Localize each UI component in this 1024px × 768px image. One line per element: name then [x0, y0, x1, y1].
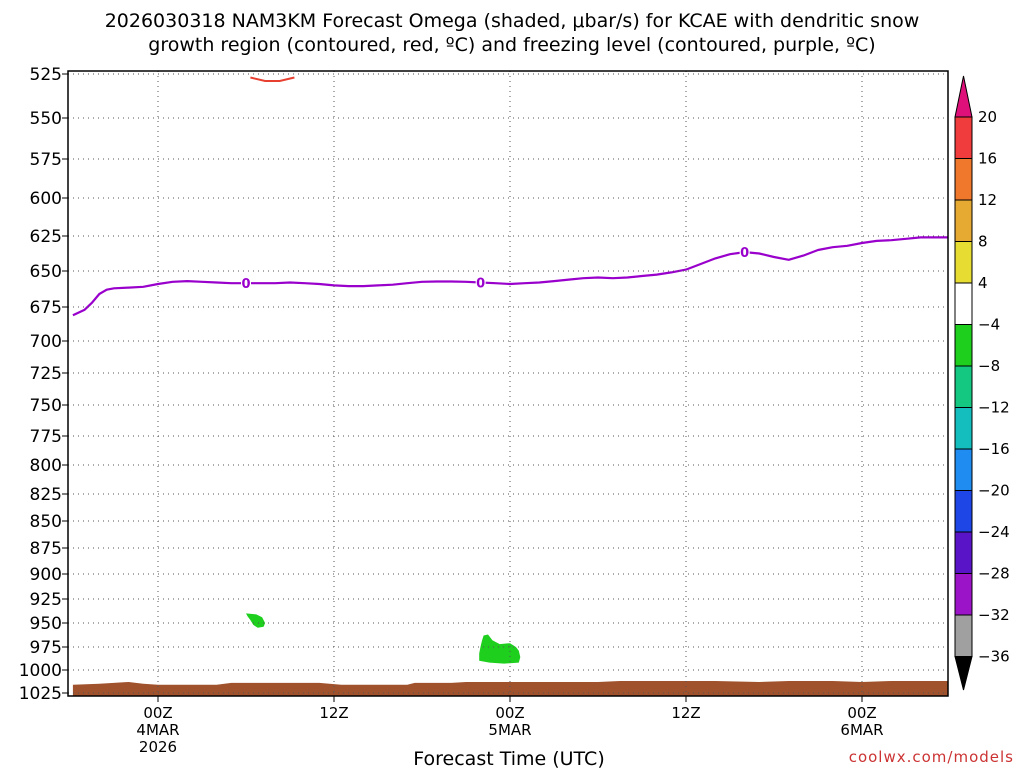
- y-tick-label-775: 775: [30, 427, 62, 447]
- y-axis-ticks: 525 550 575 600 625 650 675 700 725 750 775 800 825 8…: [19, 65, 68, 704]
- credit-text: coolwx.com/models: [849, 748, 1014, 766]
- colorbar-bin-13: [954, 614, 973, 657]
- colorbar-bin-2: [954, 158, 973, 201]
- colorbar-label-7: −8: [978, 357, 1000, 375]
- colorbar-label-1: 20: [978, 108, 997, 126]
- colorbar-label-14: −36: [978, 648, 1010, 666]
- grid-lines: [68, 71, 948, 696]
- x-tick-label-48-1: 00Z: [847, 704, 876, 722]
- colorbar-label-13: −32: [978, 606, 1010, 624]
- colorbar-bin-7: [954, 365, 973, 408]
- y-tick-label-525: 525: [30, 65, 62, 85]
- freezing-level-label-1: 0: [241, 277, 250, 292]
- y-tick-label-800: 800: [30, 456, 62, 476]
- x-tick-label-24-2: 5MAR: [488, 721, 531, 739]
- y-tick-label-600: 600: [30, 189, 62, 209]
- y-tick-label-825: 825: [30, 485, 62, 505]
- colorbar-label-10: −20: [978, 482, 1010, 500]
- colorbar-label-8: −12: [978, 399, 1010, 417]
- x-tick-label-0-1: 00Z: [143, 704, 172, 722]
- colorbar-bin-4: [954, 241, 973, 284]
- colorbar-label-2: 16: [978, 150, 997, 168]
- colorbar-label-4: 8: [978, 233, 988, 251]
- freezing-level-label-3: 0: [740, 246, 749, 261]
- y-tick-label-850: 850: [30, 512, 62, 532]
- y-tick-label-750: 750: [30, 396, 62, 416]
- colorbar: 20 16 12 8 4 −4 −8 −12 −16 −20 −24 −28 −32 −36: [954, 75, 1010, 691]
- y-tick-label-900: 900: [30, 565, 62, 585]
- x-axis-label: Forecast Time (UTC): [413, 748, 604, 768]
- colorbar-label-5: 4: [978, 274, 988, 292]
- y-tick-label-1025: 1025: [19, 684, 62, 704]
- chart-title-line1: 2026030318 NAM3KM Forecast Omega (shaded…: [105, 10, 920, 32]
- colorbar-bin-10: [954, 490, 973, 533]
- dgz-contour: [250, 76, 295, 82]
- y-tick-label-650: 650: [30, 262, 62, 282]
- freezing-level-line: [72, 236, 948, 317]
- freezing-label-bg-2: [475, 274, 486, 291]
- freezing-label-bg-3: [739, 244, 750, 261]
- colorbar-bin-5: [954, 282, 973, 325]
- omega-shaded-region-1: [246, 613, 266, 628]
- terrain-fill: [72, 681, 948, 696]
- y-tick-label-725: 725: [30, 364, 62, 384]
- plot-area: 0 0 0: [72, 76, 948, 696]
- colorbar-bin-12: [954, 573, 973, 616]
- y-tick-label-950: 950: [30, 614, 62, 634]
- x-tick-label-12-1: 12Z: [319, 704, 348, 722]
- colorbar-top-triangle: [954, 75, 973, 118]
- colorbar-label-11: −24: [978, 523, 1010, 541]
- x-tick-label-0-3: 2026: [139, 738, 177, 756]
- omega-shaded-region-2: [479, 634, 521, 664]
- x-tick-label-0-2: 4MAR: [136, 721, 179, 739]
- x-tick-label-24-1: 00Z: [495, 704, 524, 722]
- colorbar-label-12: −28: [978, 565, 1010, 583]
- colorbar-label-9: −16: [978, 440, 1010, 458]
- colorbar-bin-6: [954, 324, 973, 367]
- colorbar-bin-8: [954, 407, 973, 450]
- y-tick-label-975: 975: [30, 638, 62, 658]
- colorbar-bin-11: [954, 531, 973, 574]
- y-tick-label-675: 675: [30, 298, 62, 318]
- plot-frame: [67, 70, 949, 697]
- colorbar-bin-3: [954, 199, 973, 242]
- chart-title-line2: growth region (contoured, red, ºC) and f…: [148, 34, 875, 56]
- y-tick-label-625: 625: [30, 227, 62, 247]
- colorbar-bottom-triangle: [954, 656, 973, 691]
- x-tick-label-36-1: 12Z: [671, 704, 700, 722]
- x-tick-label-48-2: 6MAR: [840, 721, 883, 739]
- y-tick-label-575: 575: [30, 150, 62, 170]
- y-tick-label-925: 925: [30, 590, 62, 610]
- colorbar-bin-9: [954, 448, 973, 491]
- y-tick-label-550: 550: [30, 109, 62, 129]
- colorbar-label-3: 12: [978, 191, 997, 209]
- colorbar-label-6: −4: [978, 316, 1000, 334]
- freezing-label-bg-1: [241, 275, 251, 292]
- y-tick-label-875: 875: [30, 539, 62, 559]
- y-tick-label-1000: 1000: [19, 661, 62, 681]
- freezing-level-label-2: 0: [476, 277, 485, 292]
- colorbar-bin-1: [954, 116, 973, 159]
- y-tick-label-700: 700: [30, 332, 62, 352]
